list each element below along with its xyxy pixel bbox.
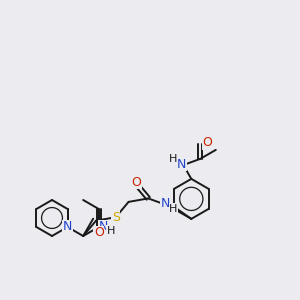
Text: H: H [106,226,115,236]
Text: O: O [202,136,212,149]
Text: N: N [99,220,109,233]
Text: S: S [112,211,120,224]
Text: N: N [160,197,170,210]
Text: N: N [63,220,72,233]
Text: O: O [131,176,141,189]
Text: O: O [94,226,104,239]
Text: H: H [169,154,178,164]
Text: H: H [169,204,178,214]
Text: N: N [177,158,186,170]
